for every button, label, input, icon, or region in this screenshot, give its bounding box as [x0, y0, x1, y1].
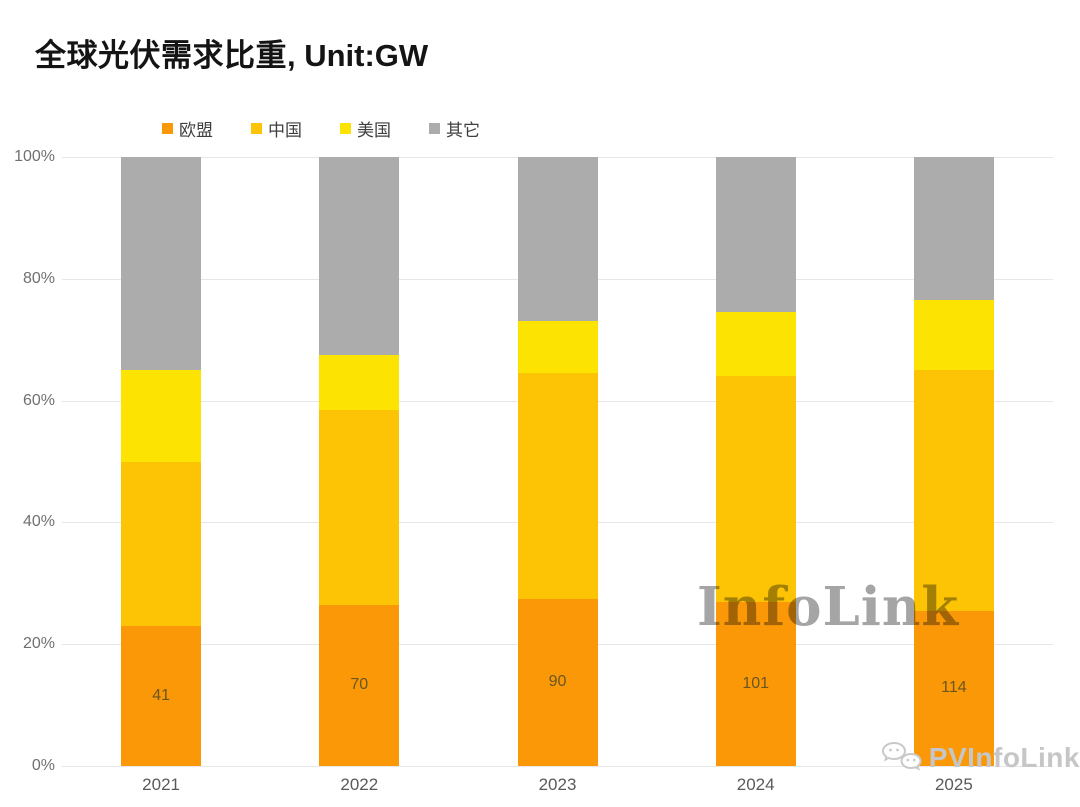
bar-segment-2022	[319, 157, 400, 355]
page-title-suffix: , Unit:GW	[287, 38, 429, 73]
bar-2023: 90	[517, 157, 598, 766]
y-tick-label: 80%	[22, 269, 55, 287]
legend-label: 美国	[357, 121, 391, 140]
x-tick-label: 2022	[340, 775, 379, 794]
bar-2025: 114	[913, 157, 994, 766]
bar-segment-2021	[121, 461, 202, 626]
legend-swatch	[251, 123, 262, 134]
legend-item-欧盟: 欧盟	[162, 116, 213, 141]
bar-segment-2025	[913, 370, 994, 611]
bar-segment-2024	[715, 376, 796, 602]
wechat-icon	[881, 741, 922, 771]
bar-segment-2025	[913, 157, 994, 301]
bar-segment-2023	[517, 321, 598, 374]
plot-area: 41 70 90 101 114	[62, 157, 1053, 767]
x-tick-label: 2024	[736, 775, 775, 794]
bar-segment-2022	[319, 354, 400, 410]
gridline-0	[62, 766, 1053, 767]
legend-swatch	[429, 123, 440, 134]
bar-segment-2024	[715, 312, 796, 377]
bar-segment-2021	[121, 157, 202, 371]
bar-segment-2023	[517, 373, 598, 599]
legend-item-中国: 中国	[251, 116, 302, 141]
bar-segment-2024	[715, 601, 796, 766]
y-tick-label: 40%	[22, 513, 55, 531]
page-title: 全球光伏需求比重, Unit:GW	[35, 30, 428, 75]
x-tick-label: 2025	[934, 775, 973, 794]
x-axis-labels: 2021 2022 2023 2024 2025	[62, 775, 1053, 801]
legend-label: 欧盟	[179, 121, 213, 140]
x-tick-label: 2021	[142, 775, 181, 794]
footer-logo-text: PVInfoLink	[928, 742, 1080, 773]
legend-label: 其它	[446, 121, 480, 140]
bar-segment-2025	[913, 300, 994, 371]
y-tick-label: 20%	[22, 635, 55, 653]
x-tick-label: 2023	[538, 775, 577, 794]
bar-value-label: 41	[152, 686, 170, 704]
legend-label: 中国	[268, 121, 302, 140]
bar-2024: 101	[715, 157, 796, 766]
footer-logo: PVInfoLink	[880, 740, 1080, 776]
bar-segment-2021	[121, 625, 202, 766]
bar-value-label: 114	[941, 679, 967, 697]
bar-segment-2023	[517, 598, 598, 766]
bar-value-label: 90	[548, 673, 567, 691]
bar-2021: 41	[121, 157, 202, 766]
bar-segment-2023	[517, 157, 598, 322]
legend-item-美国: 美国	[340, 116, 391, 141]
chart-legend: 欧盟 中国 美国 其它	[162, 116, 480, 141]
bar-segment-2021	[121, 370, 202, 462]
bar-segment-2022	[319, 604, 400, 766]
page-title-main: 全球光伏需求比重	[35, 38, 287, 73]
y-tick-label: 0%	[31, 757, 55, 774]
legend-swatch	[340, 123, 351, 134]
legend-swatch	[162, 123, 173, 134]
y-tick-label: 100%	[14, 148, 55, 165]
bar-segment-2024	[715, 157, 796, 313]
bar-segment-2025	[913, 610, 994, 766]
bar-segment-2022	[319, 409, 400, 605]
bar-2022: 70	[319, 157, 400, 766]
bar-value-label: 101	[742, 674, 770, 692]
legend-item-其它: 其它	[429, 116, 480, 141]
y-axis-labels: 100% 80% 60% 40% 20% 0%	[0, 148, 55, 774]
y-tick-label: 60%	[22, 391, 55, 409]
bar-value-label: 70	[350, 676, 369, 694]
